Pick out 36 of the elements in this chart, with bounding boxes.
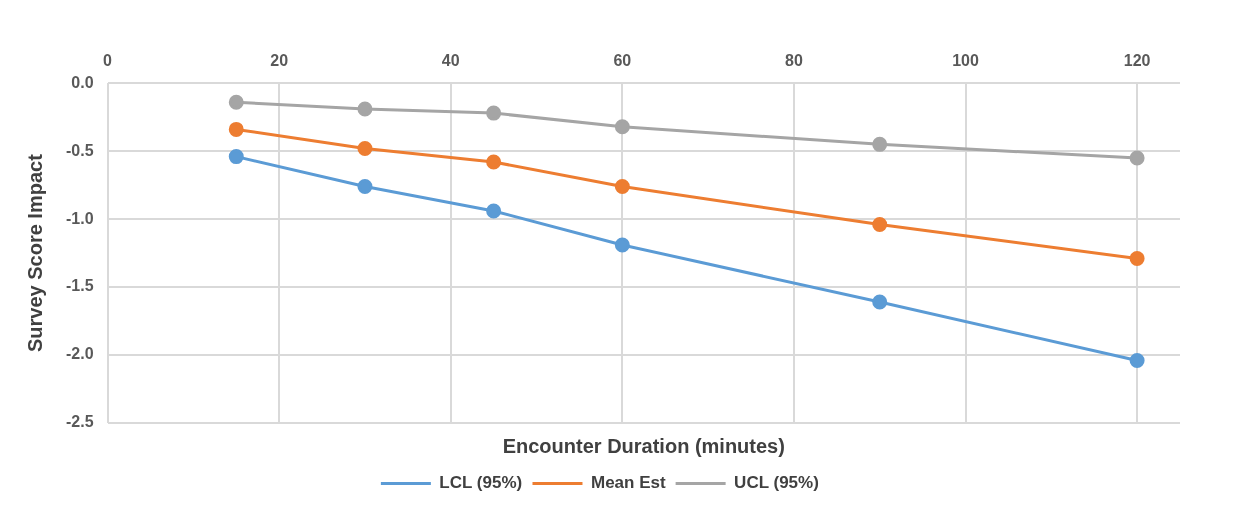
- y-tick-label: -0.5: [65, 141, 94, 159]
- point: [1129, 150, 1145, 166]
- x-tick-label: 80: [785, 52, 803, 70]
- x-tick-label: 20: [270, 52, 289, 70]
- x-tick-label: 120: [1123, 52, 1151, 70]
- y-tick-label: -1.0: [65, 209, 94, 227]
- point: [486, 203, 502, 219]
- y-tick-label: -2.5: [65, 413, 94, 431]
- x-tick-label: 60: [613, 52, 632, 70]
- x-axis-title: Encounter Duration (minutes): [502, 434, 785, 457]
- point: [614, 237, 630, 253]
- x-tick-label: 0: [103, 52, 113, 70]
- y-tick-label: -1.5: [65, 277, 94, 295]
- y-axis-title: Survey Score Impact: [23, 153, 46, 353]
- point: [486, 154, 502, 170]
- legend-label: Mean Est: [590, 473, 666, 493]
- point: [228, 149, 244, 165]
- point: [1129, 352, 1145, 368]
- point: [228, 121, 244, 137]
- point: [872, 217, 888, 233]
- point: [872, 136, 888, 152]
- y-tick-label: -2.0: [65, 345, 94, 363]
- legend-label: UCL (95%): [734, 473, 819, 493]
- point: [614, 119, 630, 135]
- point: [357, 179, 373, 194]
- legend-label: LCL (95%): [439, 473, 523, 493]
- point: [486, 105, 502, 121]
- point: [357, 101, 373, 117]
- point: [872, 294, 888, 310]
- point: [228, 94, 244, 110]
- point: [1129, 251, 1145, 267]
- point: [614, 179, 630, 194]
- y-tick-label: 0.0: [71, 73, 94, 91]
- x-tick-label: 40: [441, 52, 460, 70]
- point: [357, 140, 373, 156]
- x-tick-label: 100: [952, 52, 979, 70]
